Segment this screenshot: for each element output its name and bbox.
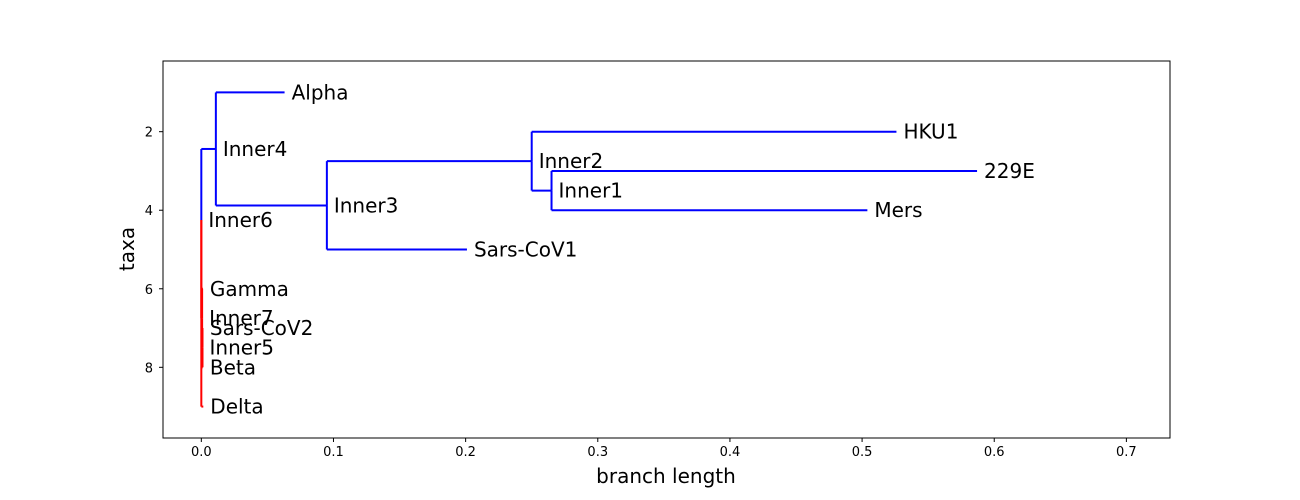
x-tick-label: 0.1: [323, 445, 344, 460]
x-axis-title: branch length: [596, 464, 736, 488]
node-label-Delta: Delta: [210, 395, 263, 419]
x-tick-label: 0.3: [587, 445, 608, 460]
plot-frame: [162, 60, 1171, 439]
node-label-Beta: Beta: [210, 355, 256, 379]
y-tick-label: 4: [145, 204, 153, 219]
plot-area: [163, 61, 1170, 438]
node-label-229E: 229E: [984, 159, 1035, 183]
x-tick-label: 0.7: [1116, 445, 1137, 460]
node-label-Gamma: Gamma: [210, 277, 289, 301]
node-label-Inner6: Inner6: [208, 208, 273, 232]
x-tick-label: 0.2: [455, 445, 476, 460]
x-tick-label: 0.0: [191, 445, 212, 460]
x-axis: 0.0 0.1 0.2 0.3 0.4 0.5 0.6 0.7: [191, 438, 1137, 460]
node-label-Inner1: Inner1: [559, 179, 624, 203]
node-labels: Inner6 Inner4 Alpha Inner3 Inner2 HKU1 Inner1 2…: [208, 80, 1035, 418]
node-label-Inner4: Inner4: [223, 137, 288, 161]
y-tick-label: 6: [145, 283, 153, 298]
node-label-HKU1: HKU1: [903, 120, 958, 144]
node-label-Mers: Mers: [874, 198, 922, 222]
node-label-Inner7: Inner7: [209, 306, 274, 330]
tree-branches: [200, 91, 978, 408]
y-tick-label: 8: [145, 361, 153, 376]
y-axis: 2 4 6 8: [145, 126, 163, 376]
node-label-Inner2: Inner2: [539, 149, 604, 173]
node-label-Inner5: Inner5: [210, 336, 275, 360]
y-axis-title: taxa: [115, 227, 139, 271]
node-label-Alpha: Alpha: [292, 80, 349, 104]
node-label-Inner3: Inner3: [334, 194, 399, 218]
node-label-Sars-CoV1: Sars-CoV1: [474, 238, 577, 262]
x-tick-label: 0.6: [984, 445, 1005, 460]
x-tick-label: 0.5: [852, 445, 873, 460]
node-label-Sars-CoV2: Sars-CoV2: [210, 316, 313, 340]
y-tick-label: 2: [145, 126, 153, 141]
x-tick-label: 0.4: [720, 445, 741, 460]
